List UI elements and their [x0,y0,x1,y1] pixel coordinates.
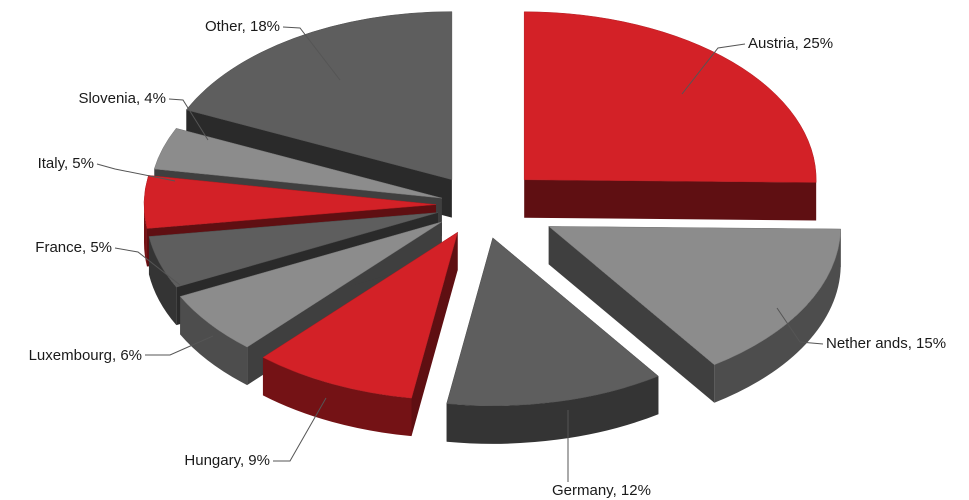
slice-hungary [262,231,459,399]
leader-line-italy [96,163,176,182]
leader-line-hungary [273,397,327,462]
leader-line-netherlands [776,307,824,345]
slice-label-austria: Austria, 25% [748,35,833,52]
leader-lines-layer [96,26,824,482]
slice-label-slovenia: Slovenia, 4% [78,90,166,107]
slice-side-austria [524,179,817,221]
slice-tops-layer [143,11,841,407]
slice-label-other: Other, 18% [205,18,280,35]
slice-france [148,212,439,288]
slice-slovenia [153,128,442,199]
slice-label-italy: Italy, 5% [38,155,94,172]
slice-label-hungary: Hungary, 9% [184,452,270,469]
slice-netherlands [548,226,841,366]
slice-germany [446,237,659,407]
slice-luxembourg [179,221,442,348]
labels-layer: Austria, 25% Nether ands, 15% Germany, 12%… [29,18,946,499]
leader-line-other [282,26,341,81]
leader-line-austria [681,43,746,95]
slice-label-france: France, 5% [35,239,112,256]
slice-label-netherlands: Nether ands, 15% [826,335,946,352]
slice-label-luxembourg: Luxembourg, 6% [29,347,142,364]
leader-line-france [114,247,181,286]
leader-line-slovenia [168,98,209,141]
slice-label-germany: Germany, 12% [552,482,651,499]
slice-other [185,11,453,180]
leader-line-luxembourg [145,335,214,356]
slice-austria [523,11,817,183]
